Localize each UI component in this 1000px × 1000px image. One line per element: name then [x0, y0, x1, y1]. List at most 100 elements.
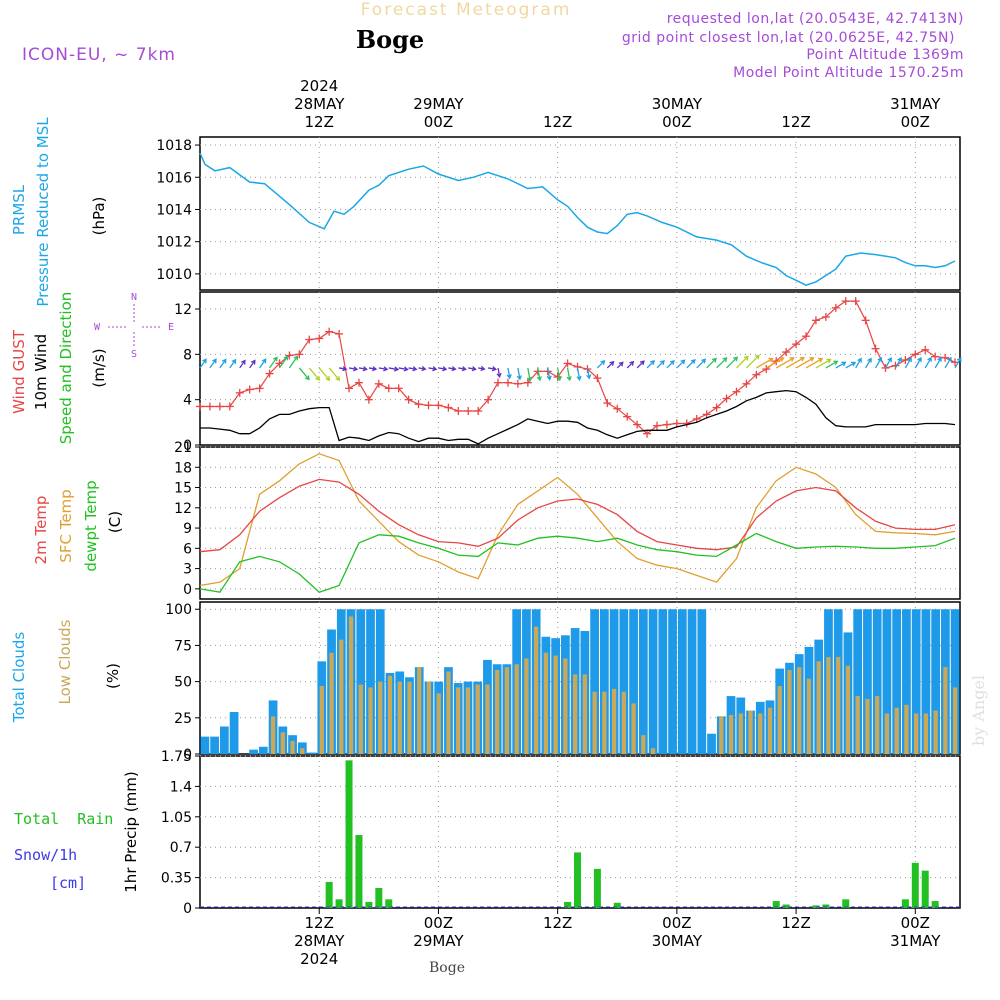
wind-arrow [487, 367, 496, 370]
wind-arrow [706, 358, 717, 369]
wind-arrow [557, 367, 561, 381]
bottom-axis-label: 31MAY [890, 932, 941, 950]
bottom-axis-label: 2024 [300, 950, 338, 968]
low-cloud-bar [621, 691, 626, 754]
wind-arrow [378, 367, 388, 371]
pressure-unit: (hPa) [90, 197, 108, 236]
low-cloud-bar [348, 616, 354, 754]
wind-arrow [219, 359, 227, 369]
top-axis-label: 2024 [300, 77, 338, 95]
low-clouds-label: Low Clouds [56, 619, 74, 704]
wind-arrow [894, 357, 902, 369]
compass-e: E [168, 322, 174, 333]
total-cloud-bar [638, 609, 648, 754]
wind-arrow-head [212, 358, 217, 364]
wind-unit: (m/s) [90, 348, 108, 387]
compass-n: N [131, 292, 137, 303]
t2m-label: 2m Temp [32, 496, 50, 565]
y-tick-label: 1.4 [170, 779, 192, 795]
wind-arrow-head [231, 358, 237, 364]
wind-arrow [666, 360, 675, 369]
wind-arrow [845, 361, 856, 369]
low-cloud-bar [904, 704, 909, 754]
wind-arrow-head [833, 360, 839, 366]
wind-arrow-head [887, 356, 892, 363]
bottom-axis-label: 30MAY [652, 932, 703, 950]
total-cloud-bar [697, 609, 707, 754]
low-cloud-bar [611, 688, 617, 754]
total-cloud-bar [629, 609, 638, 754]
top-axis-label: 00Z [424, 113, 453, 131]
precip-bar [385, 899, 393, 908]
wind-arrow-head [403, 366, 409, 372]
y-tick-label: 15 [174, 481, 192, 497]
wind-arrow-head [546, 375, 552, 381]
wind-arrow-head [743, 355, 749, 361]
wind-arrow-head [779, 357, 785, 362]
low-cloud-bar [407, 681, 412, 754]
wind-arrow-head [221, 358, 227, 364]
wind-arrow-head [618, 361, 624, 367]
wind-arrow [835, 361, 846, 369]
wind-arrow-head [639, 360, 645, 366]
wind-arrow [398, 367, 408, 371]
wind-arrow-head [956, 356, 962, 363]
low-cloud-bar [368, 687, 373, 754]
wind-arrow [756, 358, 773, 369]
precip-bar [593, 868, 601, 908]
wind-arrow [954, 357, 962, 369]
low-cloud-bar [767, 707, 773, 754]
low-cloud-bar [952, 687, 958, 754]
total-cloud-bar [668, 609, 677, 754]
precip-bar [812, 905, 820, 908]
wind-arrow [904, 357, 912, 369]
wind-arrow-head [451, 366, 457, 372]
total-rain-label: Total Rain [14, 810, 113, 828]
wind-arrow [696, 358, 706, 369]
precip-bar [921, 870, 929, 908]
total-cloud-bar [307, 752, 317, 754]
wind10m-label: 10m Wind [32, 334, 50, 410]
requested-coords: requested lon,lat (20.0543E, 42.7413N) [667, 11, 964, 27]
low-cloud-bar [875, 696, 880, 754]
wind-arrow-head [421, 366, 427, 372]
model-label: ICON-EU, ~ 7km [22, 45, 176, 65]
low-cloud-bar [894, 707, 899, 754]
y-tick-label: 0 [183, 901, 192, 917]
panel-frame [199, 291, 961, 446]
precip-bar [782, 904, 790, 908]
low-cloud-bar [650, 748, 656, 754]
total-cloud-bar [210, 736, 219, 754]
wind-arrow-head [907, 356, 912, 363]
low-cloud-bar [641, 735, 646, 754]
wind-arrow [358, 367, 367, 370]
total-cloud-bar [658, 609, 668, 754]
low-cloud-bar [923, 713, 929, 754]
precip-bar [901, 899, 909, 908]
sfc-temp-label: SFC Temp [57, 489, 75, 562]
low-cloud-bar [329, 652, 334, 754]
wind-arrow [745, 354, 760, 369]
total-cloud-bar [882, 609, 892, 754]
wind-arrow-head [826, 358, 832, 364]
location-title: Boge [356, 25, 424, 54]
top-axis-label: 30MAY [652, 95, 703, 113]
wind-arrow-head [927, 356, 932, 362]
wind-arrow [408, 367, 417, 370]
wind-arrow [736, 356, 749, 369]
total-cloud-bar [229, 712, 239, 754]
low-cloud-bar [387, 675, 393, 754]
wind-arrow-head [273, 356, 278, 362]
low-cloud-bar [495, 670, 500, 754]
wind-arrow-head [917, 356, 922, 363]
low-cloud-bar [446, 671, 451, 754]
low-cloud-bar [563, 658, 568, 754]
wind-arrow [497, 367, 501, 377]
y-tick-label: 1.75 [161, 749, 192, 765]
low-cloud-bar [290, 740, 295, 754]
wind-arrow [576, 367, 581, 380]
low-cloud-bar [728, 714, 734, 754]
wind-arrow [318, 367, 330, 381]
